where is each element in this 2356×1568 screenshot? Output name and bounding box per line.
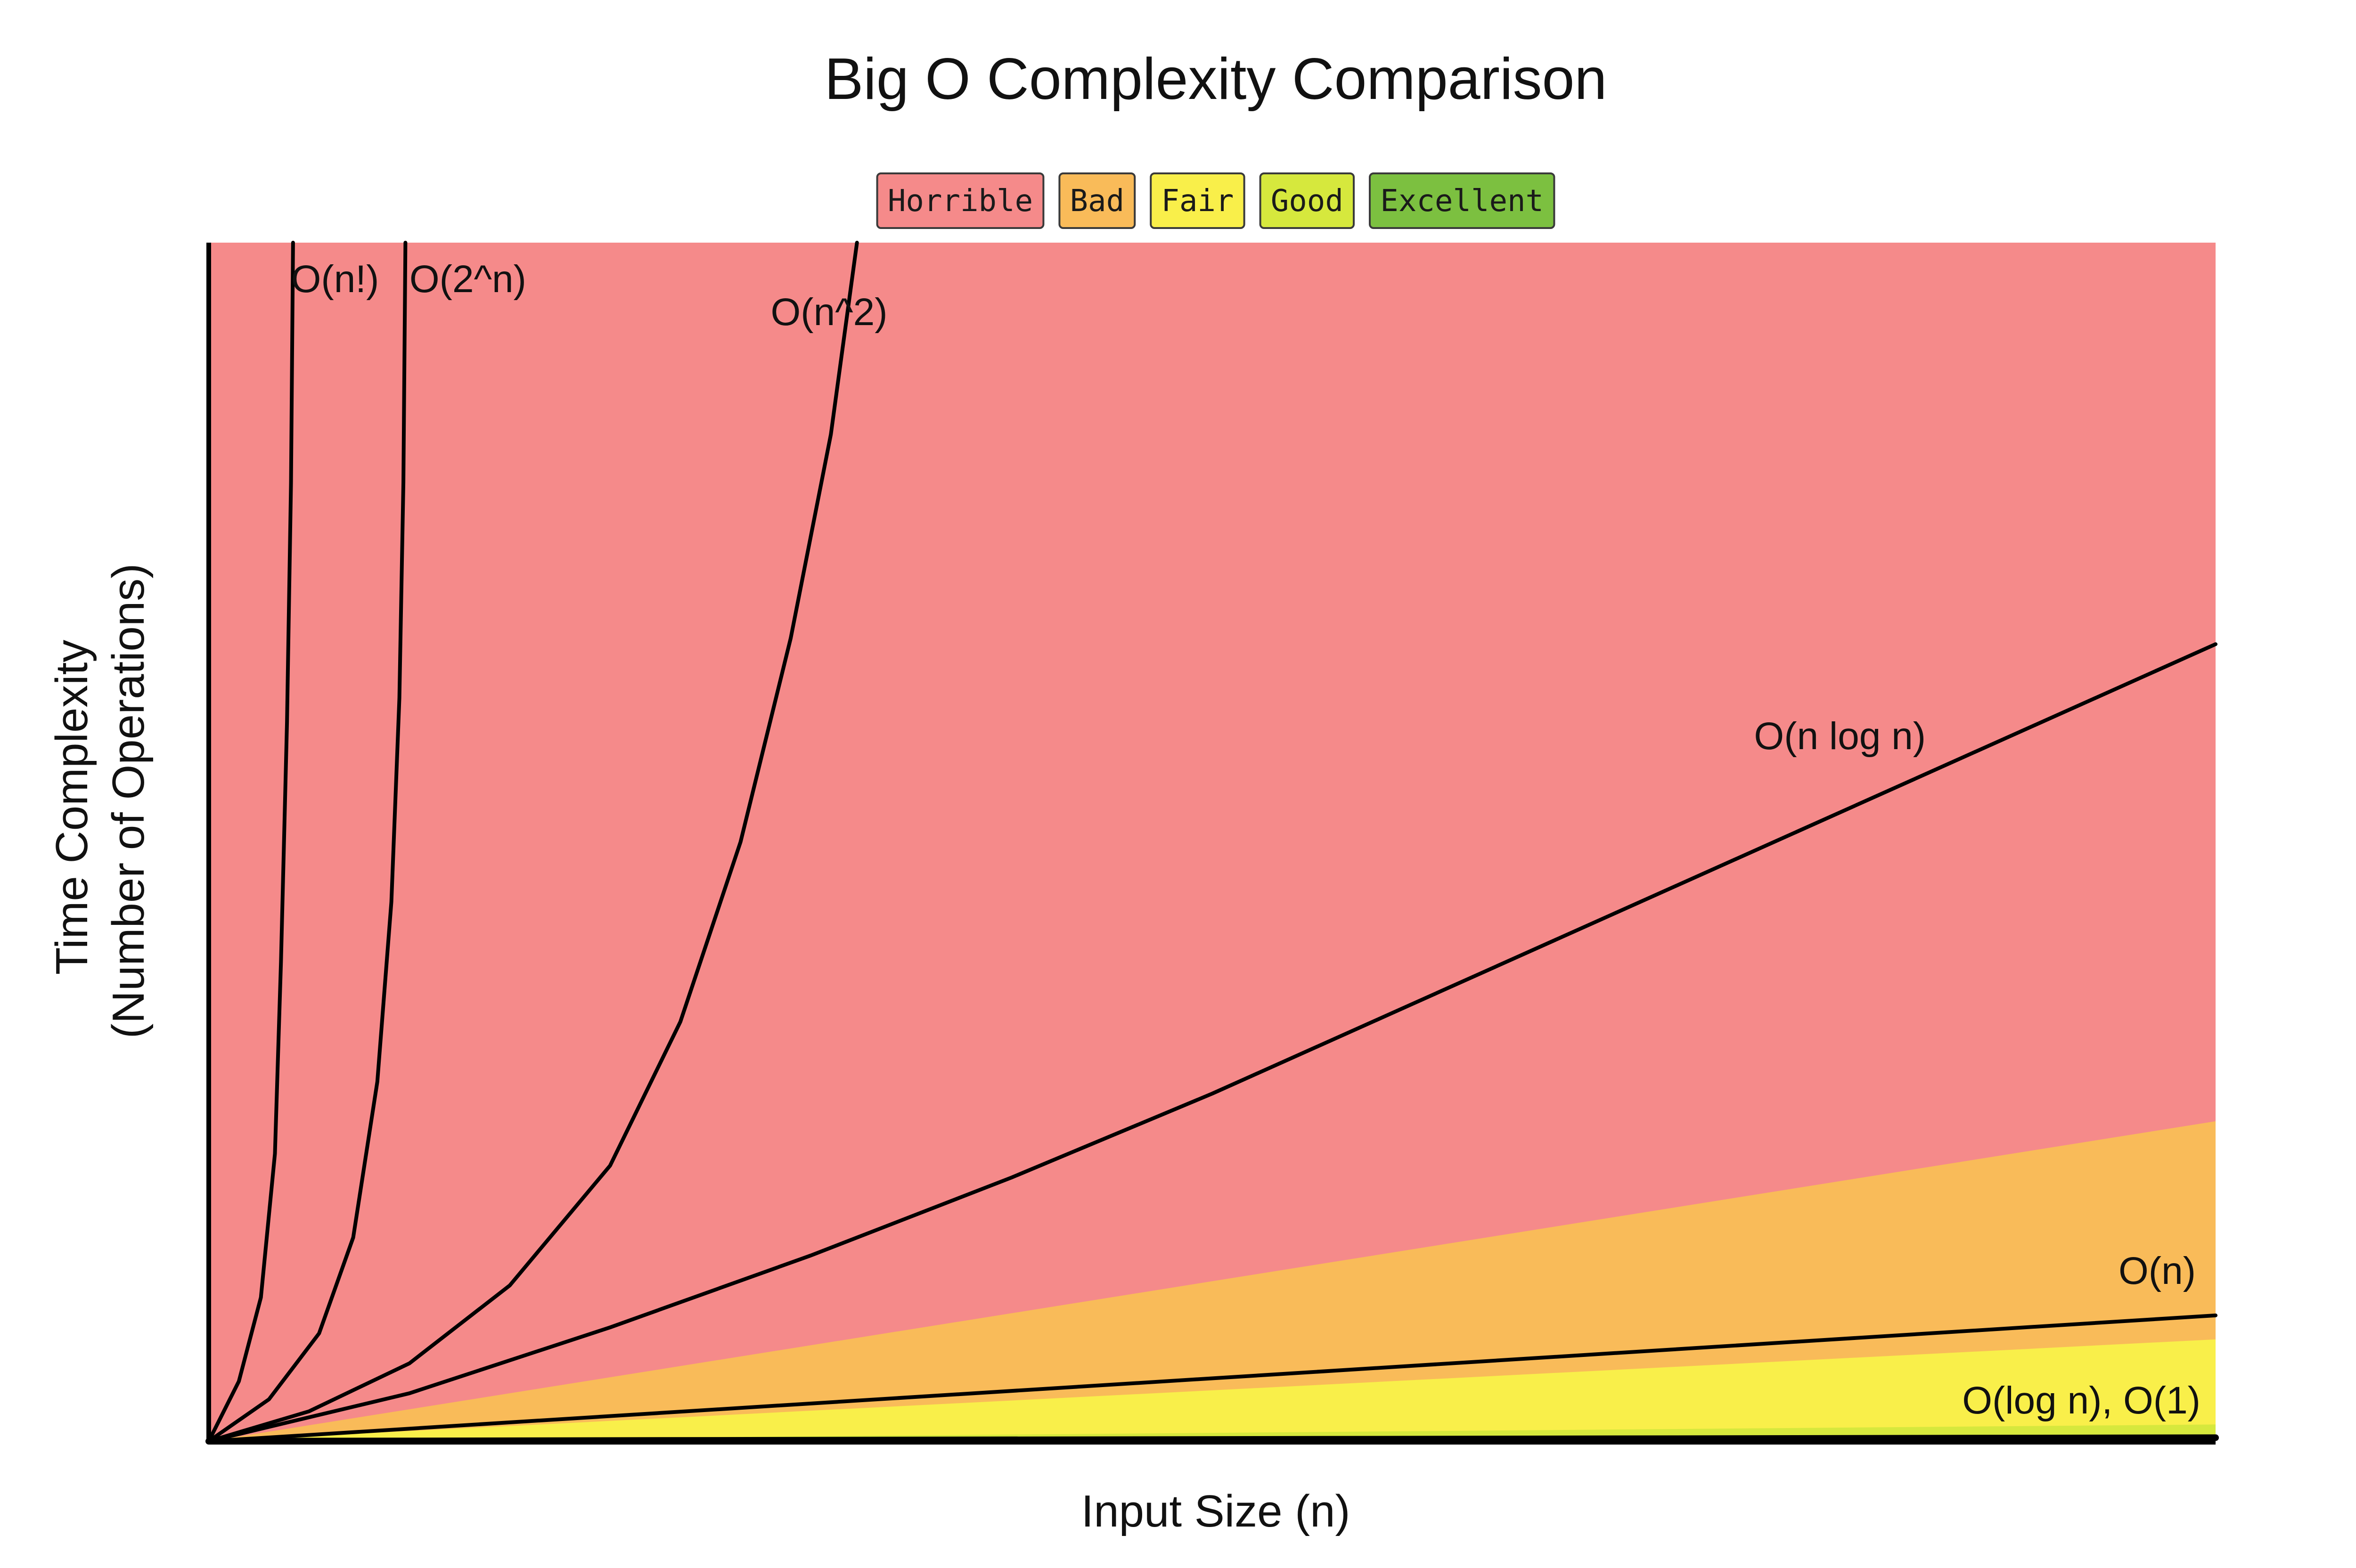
legend-label-bad: Bad <box>1070 184 1125 219</box>
label-o-n-2: O(n^2) <box>771 291 888 334</box>
region-fair <box>209 1339 2216 1441</box>
legend-label-excellent: Excellent <box>1380 184 1544 219</box>
curve-o-n <box>207 1313 2217 1443</box>
legend-label-fair: Fair <box>1161 184 1234 219</box>
chart-title: Big O Complexity Comparison <box>825 47 1607 112</box>
legend-swatch-horrible <box>876 172 1045 229</box>
legend-swatch-excellent <box>1369 172 1555 229</box>
legend-label-good: Good <box>1271 184 1343 219</box>
label-o-2-n: O(2^n) <box>409 258 526 301</box>
curve-labels: O(n!) O(2^n) O(n^2) O(n log n) O(n) O(log n),… <box>291 258 2201 1422</box>
label-o-n: O(n!) <box>291 258 379 301</box>
label-o-n: O(n) <box>2119 1250 2196 1292</box>
curve-o-n <box>207 241 295 1443</box>
y-axis-label: Time Complexity (Number of Operations) <box>47 564 154 1038</box>
region-horrible <box>209 243 2216 1441</box>
label-o-n-log-n: O(n log n) <box>1754 715 1926 758</box>
curve-o-n-2 <box>207 241 859 1443</box>
legend: Horrible Bad Fair Good Excellent <box>876 172 1555 229</box>
legend-swatch-fair <box>1150 172 1245 229</box>
curve-o-2-n <box>207 241 408 1443</box>
legend-label-horrible: Horrible <box>888 184 1033 219</box>
y-axis-label-line-2: (Number of Operations) <box>103 564 154 1038</box>
legend-swatch-bad <box>1058 172 1136 229</box>
complexity-regions <box>209 243 2216 1441</box>
curve-o-n-log-n <box>207 642 2217 1443</box>
y-axis-label-line-1: Time Complexity <box>47 640 97 975</box>
region-bad <box>209 1121 2216 1441</box>
label-o-log-n-o-1: O(log n), O(1) <box>1962 1379 2201 1422</box>
x-axis-label: Input Size (n) <box>1081 1486 1350 1536</box>
legend-swatch-good <box>1259 172 1355 229</box>
